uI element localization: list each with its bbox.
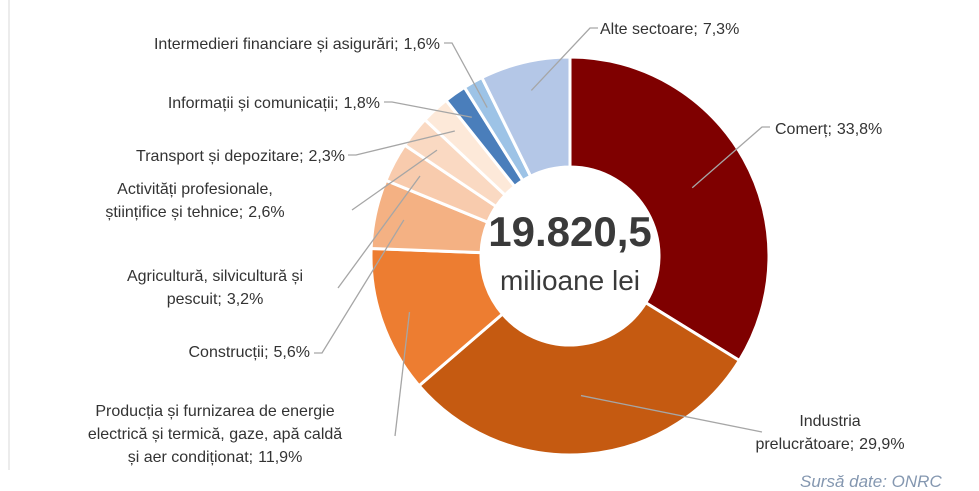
data-label: prelucrătoare; 29,9%: [755, 436, 904, 453]
leader-line: [337, 175, 421, 289]
leader-line: [444, 42, 488, 108]
value-label: 5,6%: [274, 344, 310, 361]
category-label: Alte sectoare;: [600, 21, 698, 38]
data-label: Comerț; 33,8%: [775, 121, 882, 138]
leader-line: [580, 394, 763, 433]
leader-line: [348, 130, 455, 156]
value-label: 11,9%: [258, 449, 302, 466]
data-label: electrică și termică, gaze, apă caldă: [88, 426, 342, 443]
category-label: Intermedieri financiare și asigurări;: [154, 36, 399, 53]
data-label: Activități profesionale,: [117, 181, 273, 198]
source: Sursă date: ONRC: [800, 472, 942, 491]
value-label: 33,8%: [837, 121, 882, 138]
slice: [479, 55, 572, 179]
category-label: prelucrătoare;: [755, 436, 854, 453]
leader-line: [530, 27, 598, 91]
data-label: Informații și comunicații; 1,8%: [168, 95, 380, 112]
center-unit: milioane lei: [500, 265, 640, 296]
data-label: științifice și tehnice; 2,6%: [105, 204, 284, 221]
slice: [568, 55, 771, 363]
data-label: Construcții; 5,6%: [189, 344, 311, 361]
value-label: 1,6%: [404, 36, 440, 53]
leader-line: [384, 101, 472, 118]
donut: [369, 55, 771, 457]
leader-line: [691, 126, 770, 189]
slice: [416, 300, 742, 457]
leader-line: [351, 149, 438, 211]
category-label: Industria: [799, 413, 860, 430]
value-label: 2,6%: [248, 204, 284, 221]
category-label: Activități profesionale,: [117, 181, 273, 198]
data-label: Alte sectoare; 7,3%: [600, 21, 739, 38]
center-value: 19.820,5: [488, 208, 652, 255]
data-label: Transport și depozitare; 2,3%: [136, 148, 345, 165]
category-label: Comerț;: [775, 121, 832, 138]
category-label: Agricultură, silvicultură și: [127, 268, 303, 285]
category-label: pescuit;: [167, 291, 222, 308]
category-label: și aer condiționat;: [128, 449, 253, 466]
category-label: Producția și furnizarea de energie: [95, 403, 334, 420]
data-label: și aer condiționat; 11,9%: [128, 449, 303, 466]
category-label: Informații și comunicații;: [168, 95, 339, 112]
category-label: Transport și depozitare;: [136, 148, 303, 165]
leader-line: [394, 311, 411, 437]
data-label: Intermedieri financiare și asigurări; 1,6…: [154, 36, 440, 53]
data-label: Industria: [799, 413, 860, 430]
value-label: 1,8%: [344, 95, 380, 112]
value-label: 7,3%: [703, 21, 739, 38]
category-label: electrică și termică, gaze, apă caldă: [88, 426, 342, 443]
leader-line: [314, 219, 405, 354]
category-label: științifice și tehnice;: [105, 204, 243, 221]
data-label: Producția și furnizarea de energie: [95, 403, 334, 420]
data-label: pescuit; 3,2%: [167, 291, 264, 308]
labels: Comerț; 33,8% Industria prelucrătoare; 29,9%…: [88, 21, 905, 466]
value-label: 2,3%: [309, 148, 345, 165]
value-label: 3,2%: [227, 291, 263, 308]
category-label: Construcții;: [189, 344, 269, 361]
value-label: 29,9%: [859, 436, 904, 453]
data-label: Agricultură, silvicultură și: [127, 268, 303, 285]
